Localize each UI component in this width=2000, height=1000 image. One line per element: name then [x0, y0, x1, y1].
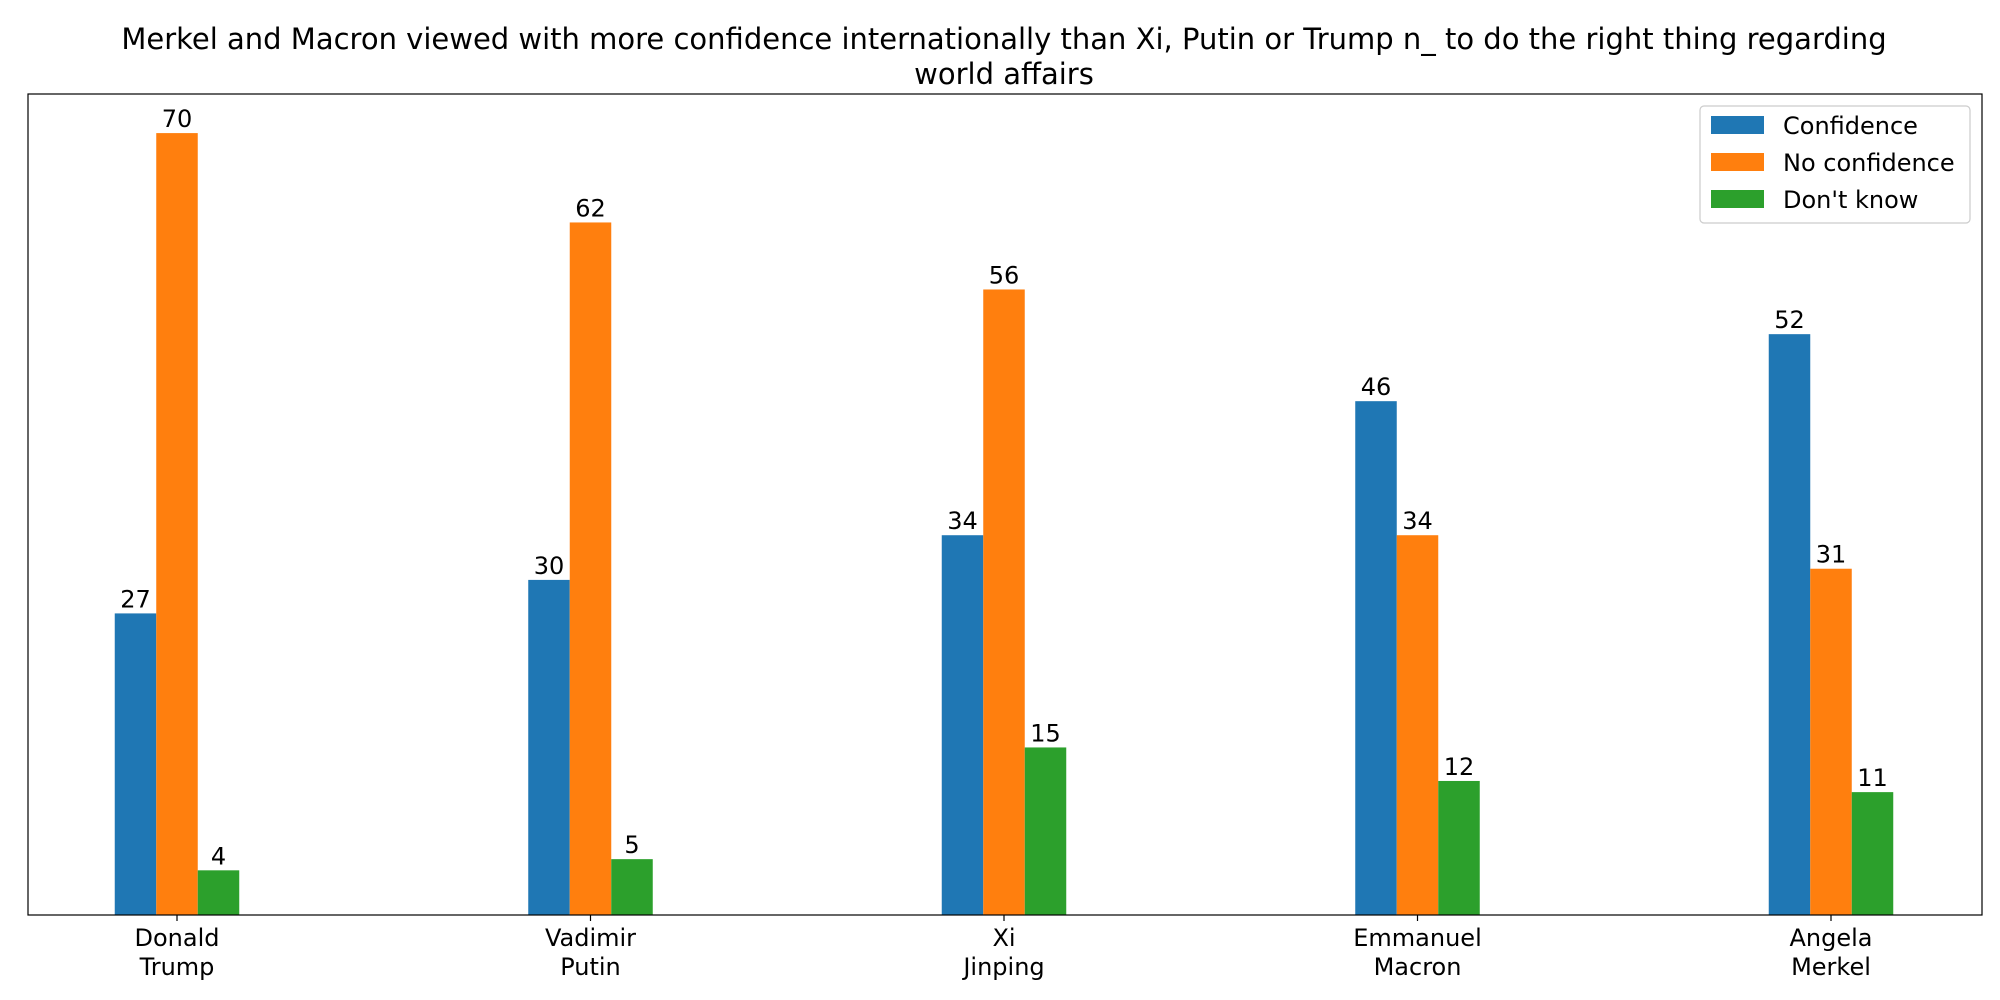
x-tick-label-2-line-1: Vadimir [545, 924, 636, 952]
legend-label-no-confidence: No confidence [1783, 149, 1955, 177]
x-tick-label-4-line-2: Macron [1374, 953, 1462, 981]
x-tick-label-1-line-1: Donald [135, 924, 220, 952]
bar-confidence-1 [114, 613, 157, 915]
bar-confidence-4 [1355, 401, 1397, 915]
value-label-don-t-know-2: 5 [624, 831, 639, 859]
legend-label-confidence: Confidence [1783, 112, 1918, 140]
value-label-confidence-4: 46 [1361, 373, 1392, 401]
value-label-no-confidence-5: 31 [1816, 541, 1847, 569]
plot-area-frame [27, 93, 1983, 916]
x-tick-label-2-line-2: Putin [560, 953, 621, 981]
x-tick-label-5-line-1: Angela [1789, 924, 1872, 952]
chart-title-line-2: world affairs [914, 57, 1094, 91]
legend-swatch-no-confidence [1711, 153, 1764, 171]
legend-entries: Confidence No confidence Don't know [1711, 112, 1955, 214]
value-label-don-t-know-3: 15 [1030, 719, 1061, 747]
value-label-confidence-1: 27 [120, 585, 151, 613]
bar-don-t-know-4 [1438, 780, 1480, 915]
value-label-confidence-2: 30 [534, 552, 565, 580]
legend-label-don-t-know: Don't know [1783, 186, 1918, 214]
bars-group [114, 133, 1894, 916]
value-label-no-confidence-3: 56 [989, 261, 1020, 289]
bar-don-t-know-2 [611, 859, 653, 915]
legend-swatch-don-t-know [1711, 190, 1764, 208]
x-tick-label-4-line-1: Emmanuel [1353, 924, 1481, 952]
x-tick-label-1-line-2: Trump [139, 953, 215, 981]
bar-confidence-5 [1768, 334, 1811, 915]
chart-title-line-1: Merkel and Macron viewed with more confi… [121, 22, 1886, 56]
value-labels-group: 27 70 4 30 62 5 34 56 15 46 34 12 52 31 11 [120, 105, 1888, 870]
value-label-don-t-know-4: 12 [1444, 753, 1475, 781]
legend-swatch-confidence [1711, 116, 1764, 134]
bar-no-confidence-1 [156, 133, 198, 916]
value-label-don-t-know-1: 4 [211, 842, 226, 870]
bar-don-t-know-1 [197, 870, 240, 915]
bar-don-t-know-5 [1851, 792, 1894, 915]
x-tick-label-3-line-1: Xi [992, 924, 1015, 952]
bar-no-confidence-4 [1396, 535, 1439, 915]
value-label-no-confidence-4: 34 [1402, 507, 1433, 535]
value-label-don-t-know-5: 11 [1857, 764, 1888, 792]
value-label-confidence-3: 34 [947, 507, 978, 535]
x-tick-label-5-line-2: Merkel [1791, 953, 1871, 981]
bar-confidence-3 [941, 535, 984, 915]
value-label-no-confidence-2: 62 [575, 194, 606, 222]
bar-no-confidence-3 [983, 289, 1025, 915]
value-label-no-confidence-1: 70 [162, 105, 193, 133]
bar-no-confidence-2 [569, 222, 612, 915]
legend: Confidence No confidence Don't know [1699, 105, 1971, 224]
bar-no-confidence-5 [1810, 568, 1852, 915]
bar-confidence-2 [528, 579, 570, 915]
legend-box [1699, 105, 1971, 224]
x-tick-label-3-line-2: Jinping [961, 953, 1044, 981]
value-label-confidence-5: 52 [1774, 306, 1805, 334]
bar-don-t-know-3 [1024, 747, 1067, 915]
